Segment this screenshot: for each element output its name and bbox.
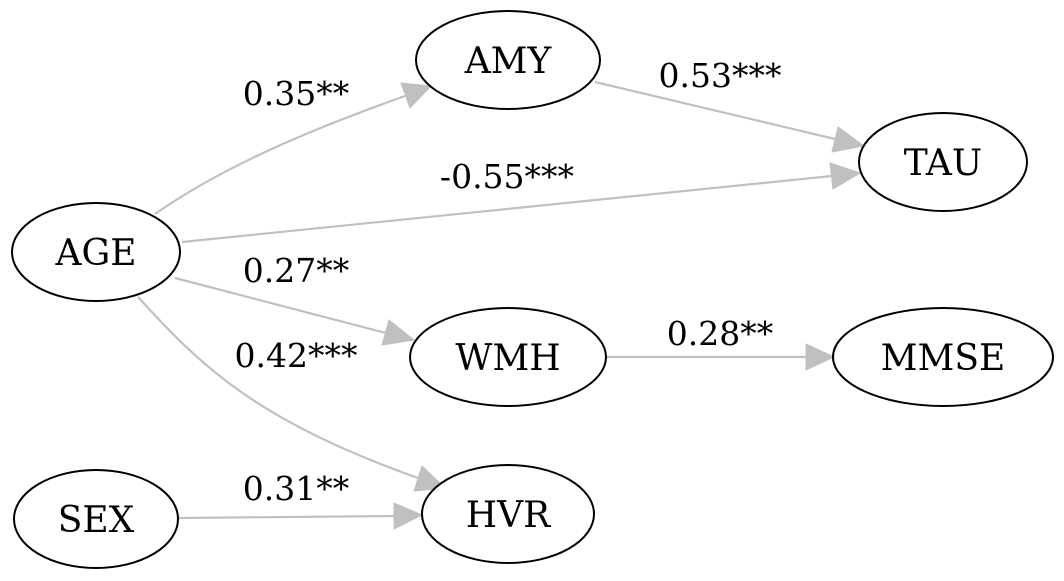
edge-age-tau: -0.55***: [181, 157, 862, 244]
node-age: AGE: [11, 202, 181, 302]
node-sex: SEX: [13, 469, 179, 569]
edge-age-wmh: 0.27**: [174, 251, 416, 346]
edge-age-amy-arrowhead: [400, 82, 433, 109]
edge-age-amy-label: 0.35**: [243, 74, 349, 113]
node-tau: TAU: [858, 112, 1028, 212]
node-age-ellipse: [11, 202, 181, 302]
node-amy-label: AMY: [464, 41, 553, 82]
edge-amy-tau-line: [594, 80, 836, 141]
edge-age-tau-arrowhead: [829, 162, 862, 190]
edge-age-amy-line: [154, 94, 406, 215]
edge-age-tau-label: -0.55***: [440, 157, 574, 196]
edge-age-hvr-arrowhead: [413, 465, 447, 492]
node-wmh-ellipse: [409, 307, 607, 407]
edge-age-hvr: 0.42***: [137, 296, 447, 492]
edge-age-hvr-label: 0.42***: [235, 336, 358, 375]
node-hvr-label: HVR: [466, 495, 551, 536]
node-mmse-label: MMSE: [881, 338, 1006, 379]
edge-amy-tau-arrowhead: [831, 126, 866, 153]
edge-wmh-mmse-label: 0.28**: [667, 314, 773, 353]
edge-age-amy: 0.35**: [154, 74, 433, 215]
edge-wmh-mmse-arrowhead: [805, 343, 836, 371]
edge-amy-tau-label: 0.53***: [659, 56, 782, 95]
edge-age-wmh-arrowhead: [381, 319, 416, 346]
node-tau-ellipse: [858, 112, 1028, 212]
node-age-label: AGE: [54, 233, 136, 274]
edge-age-wmh-line: [174, 276, 387, 335]
node-sex-ellipse: [13, 469, 179, 569]
edge-sex-hvr-line: [177, 514, 395, 520]
edge-age-hvr-line: [137, 296, 419, 480]
edge-age-wmh-label: 0.27**: [243, 251, 349, 290]
node-sex-label: SEX: [58, 500, 135, 541]
edge-age-tau-line: [181, 174, 833, 244]
edge-sex-hvr: 0.31**: [177, 469, 424, 530]
node-hvr: HVR: [421, 464, 595, 564]
node-hvr-ellipse: [421, 464, 595, 564]
node-wmh: WMH: [409, 307, 607, 407]
edge-sex-hvr-label: 0.31**: [243, 469, 349, 508]
edge-sex-hvr-arrowhead: [393, 502, 424, 530]
node-amy-ellipse: [415, 10, 601, 110]
node-mmse: MMSE: [832, 307, 1054, 407]
node-tau-label: TAU: [904, 143, 982, 184]
node-wmh-label: WMH: [455, 338, 560, 379]
node-amy: AMY: [415, 10, 601, 110]
edge-wmh-mmse: 0.28**: [606, 314, 836, 371]
node-mmse-ellipse: [832, 307, 1054, 407]
edge-amy-tau: 0.53***: [594, 56, 866, 153]
